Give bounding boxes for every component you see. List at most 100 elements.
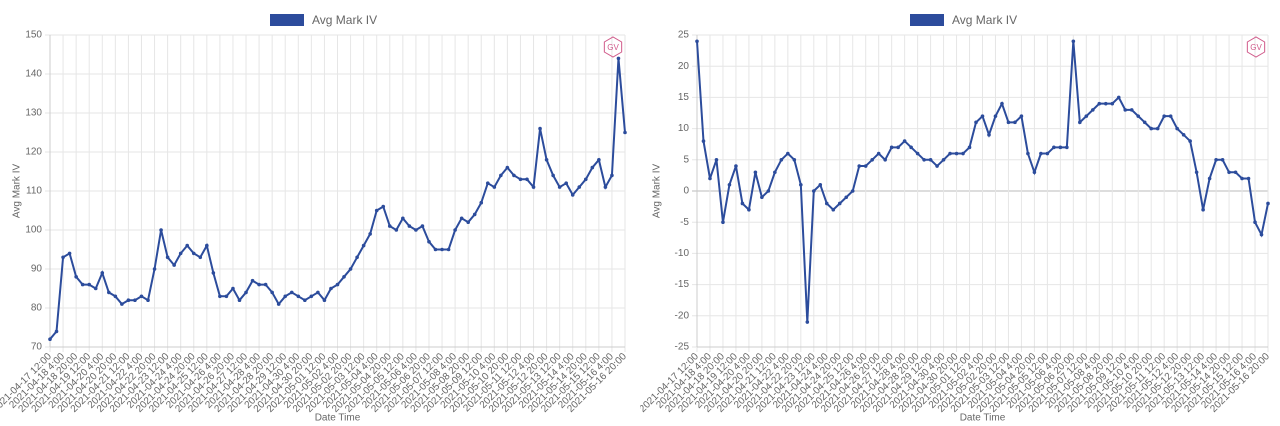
data-point (1006, 120, 1011, 125)
data-point (485, 181, 490, 185)
data-point (831, 207, 836, 212)
data-point (987, 133, 991, 137)
y-tick-label: 20 (678, 61, 690, 72)
data-point (773, 170, 777, 175)
data-point (126, 298, 131, 303)
data-point (531, 185, 536, 189)
data-point (954, 151, 959, 156)
data-point (152, 267, 157, 271)
data-point (708, 176, 712, 181)
data-point (205, 243, 209, 248)
data-point (1052, 145, 1056, 150)
data-point (107, 290, 111, 295)
data-point (583, 177, 588, 182)
data-point (159, 228, 163, 232)
y-tick-label: 5 (683, 154, 689, 165)
data-point (863, 164, 868, 168)
data-point (974, 120, 978, 125)
data-point (355, 255, 359, 260)
y-tick-label: 120 (25, 147, 42, 158)
data-point (961, 151, 965, 156)
data-point (1071, 39, 1076, 44)
data-point (270, 290, 274, 295)
data-point (1259, 232, 1264, 237)
y-tick-label: 110 (26, 186, 42, 197)
data-point (224, 294, 229, 299)
data-point (805, 320, 810, 324)
data-point (922, 158, 926, 162)
data-point (792, 158, 797, 162)
data-point (597, 158, 601, 162)
data-point (74, 275, 78, 279)
y-axis-title: Avg Mark IV (12, 164, 23, 219)
data-point (276, 302, 281, 306)
data-point (1246, 176, 1251, 181)
data-point (883, 158, 887, 162)
data-point (93, 286, 98, 291)
data-point (1091, 108, 1095, 112)
legend-swatch (270, 14, 304, 26)
data-point (100, 271, 105, 275)
data-point (185, 243, 190, 248)
data-point (1227, 170, 1231, 175)
data-point (440, 247, 444, 252)
data-point (1065, 145, 1069, 150)
data-point (348, 267, 353, 271)
data-point (231, 286, 235, 291)
legend-item: Avg Mark IV (270, 13, 377, 27)
y-tick-label: 80 (31, 303, 43, 314)
data-point (67, 251, 72, 256)
data-point (799, 182, 803, 187)
data-point (935, 164, 939, 168)
data-point (289, 290, 294, 295)
data-point (1266, 201, 1270, 206)
y-tick-label: 150 (25, 30, 42, 41)
data-point (1084, 114, 1089, 118)
watermark-text: GV (607, 43, 619, 52)
data-point (120, 302, 124, 306)
data-point (564, 181, 568, 185)
data-point (335, 282, 340, 287)
data-point (361, 243, 366, 248)
y-tick-label: -10 (675, 248, 690, 259)
data-point (824, 201, 829, 206)
y-axis-title: Avg Mark IV (652, 164, 663, 219)
data-point (1201, 207, 1205, 212)
data-point (721, 220, 725, 224)
data-point (915, 151, 920, 156)
data-point (329, 286, 333, 291)
data-point (909, 145, 913, 150)
data-point (551, 173, 555, 178)
data-point (525, 177, 529, 182)
data-point (296, 294, 301, 299)
data-point (244, 290, 248, 295)
data-point (1162, 114, 1166, 118)
data-point (1207, 176, 1212, 181)
y-tick-label: 0 (683, 186, 689, 197)
data-point (466, 220, 470, 224)
data-point (1103, 101, 1108, 106)
data-point (512, 173, 516, 178)
data-point (896, 145, 900, 150)
y-tick-label: 70 (31, 342, 43, 353)
data-point (453, 228, 457, 232)
data-point (322, 298, 327, 303)
y-tick-label: -5 (680, 217, 689, 228)
y-tick-label: -15 (675, 279, 690, 290)
data-point (1175, 126, 1179, 131)
data-point (342, 275, 346, 279)
data-point (387, 224, 392, 228)
data-point (818, 182, 823, 187)
y-tick-label: 100 (25, 225, 42, 236)
data-point (472, 212, 477, 217)
data-point (1013, 120, 1017, 125)
data-point (734, 164, 738, 168)
data-point (760, 195, 764, 200)
data-point (1240, 176, 1244, 181)
watermark-text: GV (1250, 43, 1262, 52)
data-point (1220, 158, 1225, 162)
data-point (198, 255, 203, 260)
data-point (1078, 120, 1082, 125)
data-point (1116, 95, 1121, 100)
data-point (714, 158, 719, 162)
